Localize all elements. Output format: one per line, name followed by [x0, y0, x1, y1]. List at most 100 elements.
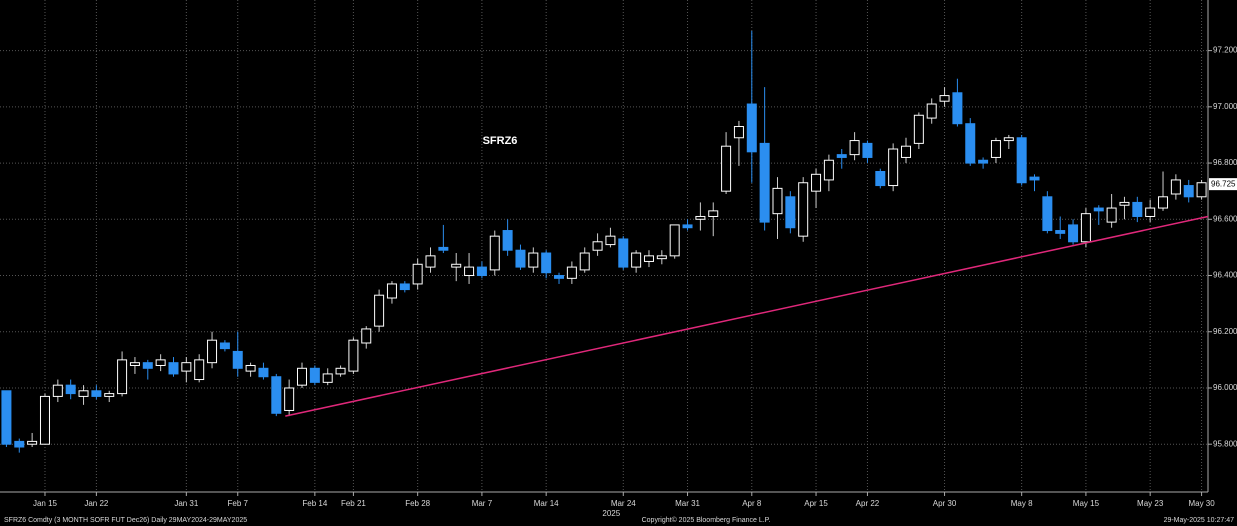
candle-body [1016, 137, 1027, 184]
candle-body [322, 373, 333, 383]
x-tick-label: Feb 7 [228, 499, 249, 508]
candle-body [399, 283, 410, 291]
candle-body [1093, 207, 1104, 212]
candle-body [643, 255, 654, 262]
candle-body [849, 140, 860, 156]
candle-body [746, 103, 757, 153]
chart-title: SFRZ6 [483, 135, 518, 147]
candle-body [1003, 137, 1014, 142]
candle-body [592, 241, 603, 251]
x-tick-label: Mar 14 [534, 499, 559, 508]
candle-body [1068, 224, 1079, 243]
candle-body [1170, 179, 1181, 195]
x-tick-label: Apr 22 [856, 499, 880, 508]
x-tick-label: Jan 15 [33, 499, 58, 508]
x-tick-label: Mar 24 [611, 499, 636, 508]
candle-body [965, 123, 976, 164]
candle-body [990, 140, 1001, 158]
x-tick-label: Feb 21 [341, 499, 366, 508]
candle-body [952, 92, 963, 125]
candle-body [605, 235, 616, 246]
y-tick-label: 96.400 [1213, 271, 1237, 280]
candle-body [695, 215, 706, 220]
candle-body [772, 187, 783, 215]
x-tick-label: Feb 28 [405, 499, 430, 508]
candle-body [142, 362, 153, 369]
candle-body [52, 384, 63, 397]
candle-body [656, 255, 667, 260]
candle-body [1132, 201, 1143, 217]
candle-body [1196, 182, 1207, 198]
candle-body [412, 263, 423, 285]
candle-body [374, 294, 385, 327]
candle-body [297, 367, 307, 386]
y-tick-label: 95.800 [1213, 439, 1237, 448]
candle-body [759, 142, 770, 223]
candle-body [901, 145, 911, 158]
candle-body [502, 230, 513, 251]
candle-body [117, 359, 128, 395]
candle-body [194, 359, 205, 381]
y-tick-label: 96.200 [1213, 327, 1237, 336]
x-tick-label: May 8 [1011, 499, 1033, 508]
candle-body [939, 95, 950, 102]
candle-body [1158, 196, 1169, 209]
candle-body [207, 339, 218, 364]
candle-body [425, 255, 436, 268]
x-tick-label: Apr 8 [742, 499, 762, 508]
y-tick-label: 96.000 [1213, 383, 1237, 392]
candle-body [39, 395, 50, 445]
candle-body [91, 390, 102, 397]
candle-body [1, 390, 12, 445]
x-tick-label: Apr 15 [804, 499, 828, 508]
candle-body [451, 263, 462, 268]
x-tick-label: Mar 7 [472, 499, 493, 508]
candle-body [862, 142, 873, 158]
x-tick-label: May 23 [1137, 499, 1164, 508]
candle-body [1029, 176, 1040, 181]
candle-body [1183, 185, 1194, 198]
candle-body [168, 362, 179, 375]
y-tick-label: 96.600 [1213, 214, 1237, 223]
year-label: 2025 [602, 509, 620, 518]
x-tick-label: May 30 [1188, 499, 1215, 508]
candle-body [284, 387, 295, 411]
candle-body [554, 275, 565, 279]
candle-body [245, 364, 256, 372]
candle-body [528, 252, 539, 268]
candle-body [271, 376, 282, 414]
candle-body [669, 224, 680, 257]
candle-body [386, 283, 397, 299]
candle-body [258, 367, 269, 378]
candle-body [181, 362, 192, 372]
x-tick-label: Jan 22 [84, 499, 109, 508]
x-tick-label: Mar 31 [675, 499, 700, 508]
footer-left: SFRZ6 Comdty (3 MONTH SOFR FUT Dec26) Da… [4, 517, 247, 524]
candle-body [1080, 213, 1091, 243]
y-tick-label: 97.000 [1213, 102, 1237, 111]
candle-body [579, 252, 590, 271]
candle-body [926, 103, 937, 119]
candle-body [361, 328, 372, 344]
candle-body [1042, 196, 1053, 232]
candle-body [836, 154, 847, 158]
y-tick-label: 96.800 [1213, 158, 1237, 167]
x-tick-label: Feb 14 [302, 499, 327, 508]
candle-body [464, 266, 475, 277]
footer-center: Copyright© 2025 Bloomberg Finance L.P. [642, 516, 771, 524]
candle-body [1055, 230, 1066, 234]
last-price-label: 96.725 [1211, 179, 1236, 188]
candle-body [476, 266, 487, 277]
candle-body [631, 252, 642, 268]
candle-body [811, 173, 822, 192]
candle-body [438, 246, 449, 251]
candle-body [348, 339, 359, 372]
candle-body [888, 148, 899, 187]
candle-body [515, 249, 526, 268]
candle-body [14, 440, 25, 448]
candle-body [78, 390, 89, 397]
candle-body [798, 182, 809, 237]
candle-body [1119, 201, 1130, 206]
